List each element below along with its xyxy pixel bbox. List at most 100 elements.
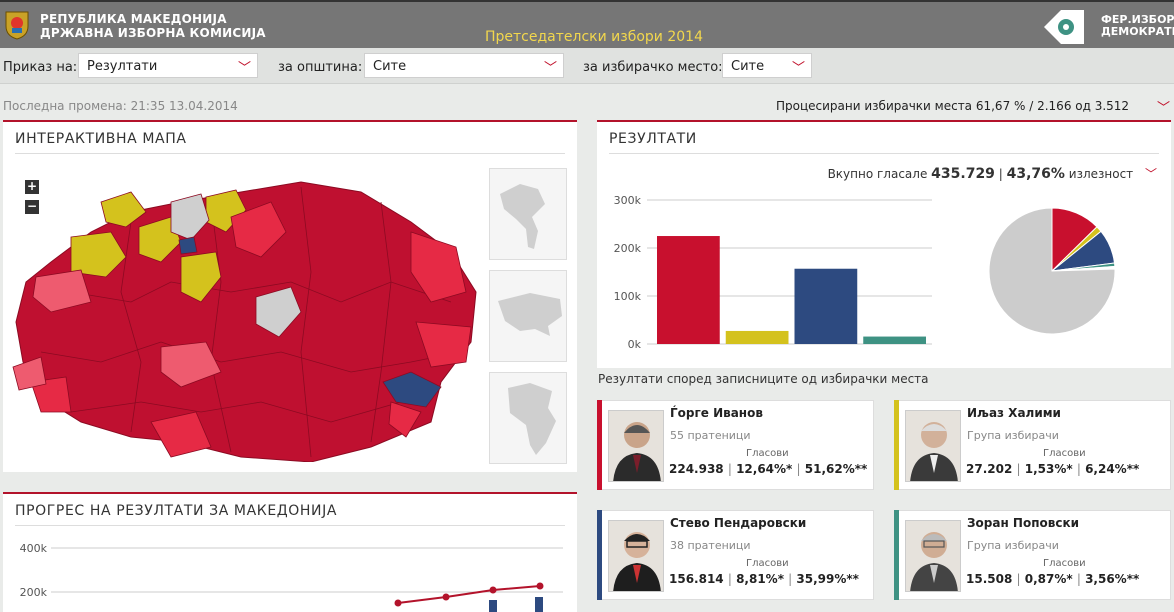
y-tick-label: 300k <box>614 194 642 207</box>
candidate-party: Група избирачи <box>967 539 1059 552</box>
chevron-down-icon[interactable]: ﹀ <box>1157 101 1171 116</box>
separator: | <box>727 572 732 586</box>
map-region-light-6 <box>388 401 422 438</box>
candidate-color-bar <box>597 400 602 490</box>
divider <box>15 525 565 526</box>
progress-panel-title: ПРОГРЕС НА РЕЗУЛТАТИ ЗА МАКЕДОНИЈА <box>15 503 338 519</box>
map-region-light-4 <box>150 411 212 458</box>
org-line1: РЕПУБЛИКА МАКЕДОНИЈА <box>40 12 227 26</box>
candidate-card[interactable]: Стево Пендаровски 38 пратеници Гласови 1… <box>597 510 874 600</box>
results-bar-chart: 0k 100k 200k 300k <box>614 194 932 351</box>
brand-text: ФЕР.ИЗБОР. ДЕМОКРАТИЈА. <box>1101 14 1174 38</box>
candidate-votes: 27.202 | 1,53%* | 6,24%** <box>966 462 1139 476</box>
bar[interactable] <box>657 236 720 344</box>
map-panel-title: ИНТЕРАКТИВНА МАПА <box>15 131 187 147</box>
votes-pct-registered: 12,64%* <box>736 462 793 476</box>
y-tick-label: 100k <box>614 290 642 303</box>
candidate-name: Ѓорге Иванов <box>670 406 763 420</box>
chevron-down-icon: ﹀ <box>791 61 805 76</box>
municipality-map[interactable] <box>11 162 485 462</box>
candidate-color-bar <box>894 510 899 600</box>
map-panel: ИНТЕРАКТИВНА МАПА + − <box>3 120 577 472</box>
progress-line-chart: 400k 200k <box>20 542 563 612</box>
turnout-summary: Вкупно гласале 435.729 | 43,76% излезнос… <box>828 165 1157 182</box>
municipality-select[interactable]: Сите ﹀ <box>364 53 564 78</box>
candidates-heading: Резултати според записниците од избирачк… <box>598 372 929 386</box>
votes-count: 27.202 <box>966 462 1013 476</box>
zoom-out-button[interactable]: − <box>25 199 39 214</box>
y-tick-label: 200k <box>20 586 48 599</box>
americas-icon <box>500 184 545 249</box>
zoom-in-button[interactable]: + <box>25 179 39 194</box>
results-panel-title: РЕЗУЛТАТИ <box>609 131 697 147</box>
brand-line2: ДЕМОКРАТИЈА. <box>1101 25 1174 38</box>
candidate-party: 38 пратеници <box>670 539 751 552</box>
votes-count: 156.814 <box>669 572 724 586</box>
chevron-down-icon: ﹀ <box>543 61 557 76</box>
votes-count: 15.508 <box>966 572 1013 586</box>
polling-select[interactable]: Сите ﹀ <box>722 53 812 78</box>
bar[interactable] <box>794 268 858 344</box>
africa-icon <box>508 383 556 455</box>
globe-africa-button[interactable] <box>489 372 567 464</box>
results-pie-chart <box>988 207 1116 335</box>
progress-point[interactable] <box>442 593 450 601</box>
map-region-light-5 <box>30 376 72 413</box>
progress-point[interactable] <box>394 599 402 607</box>
candidate-votes: 224.938 | 12,64%* | 51,62%** <box>669 462 867 476</box>
bar[interactable] <box>725 330 789 344</box>
candidate-name: Иљаз Халими <box>967 406 1061 420</box>
org-line2: ДРЖАВНА ИЗБОРНА КОМИСИЈА <box>40 26 266 40</box>
votes-label: Гласови <box>1043 558 1086 569</box>
brand-logo[interactable] <box>1044 10 1172 44</box>
votes-pct-cast: 6,24%** <box>1085 462 1140 476</box>
turnout-separator: | <box>998 167 1003 181</box>
asia-icon <box>498 293 562 336</box>
globe-asia-button[interactable] <box>489 270 567 362</box>
map-region-salmon-2 <box>160 341 222 388</box>
results-panel: РЕЗУЛТАТИ Вкупно гласале 435.729 | 43,76… <box>597 120 1171 368</box>
candidate-photo <box>608 520 664 592</box>
view-select[interactable]: Резултати ﹀ <box>78 53 258 78</box>
state-emblem-icon <box>5 11 29 40</box>
map-region-light-1 <box>230 201 287 258</box>
y-tick-label: 200k <box>614 242 642 255</box>
header-bar: РЕПУБЛИКА МАКЕДОНИЈА ДРЖАВНА ИЗБОРНА КОМ… <box>0 0 1174 48</box>
votes-pct-cast: 51,62%** <box>804 462 868 476</box>
votes-count: 224.938 <box>669 462 724 476</box>
candidate-card[interactable]: Иљаз Халими Група избирачи Гласови 27.20… <box>894 400 1171 490</box>
map-region-light-2 <box>410 231 467 303</box>
map-region-grey-2 <box>255 286 302 338</box>
candidate-party: 55 пратеници <box>670 429 751 442</box>
candidate-card[interactable]: Зоран Поповски Група избирачи Гласови 15… <box>894 510 1171 600</box>
org-name: РЕПУБЛИКА МАКЕДОНИЈА ДРЖАВНА ИЗБОРНА КОМ… <box>40 12 266 40</box>
votes-label: Гласови <box>1043 448 1086 459</box>
votes-pct-registered: 0,87%* <box>1024 572 1073 586</box>
turnout-percent: 43,76% <box>1006 166 1065 182</box>
pie-slice[interactable] <box>988 207 1116 335</box>
polling-select-value: Сите <box>731 59 765 74</box>
progress-bar <box>489 600 497 612</box>
y-tick-label: 0k <box>628 338 642 351</box>
separator: | <box>788 572 793 586</box>
progress-point[interactable] <box>489 586 497 594</box>
map-region-blue-2 <box>382 371 442 408</box>
candidate-card[interactable]: Ѓорге Иванов 55 пратеници Гласови 224.93… <box>597 400 874 490</box>
page-title: Претседателски избори 2014 <box>485 29 703 45</box>
map-region-yellow-3 <box>138 216 182 263</box>
separator: | <box>727 462 732 476</box>
candidate-photo <box>608 410 664 482</box>
brand-line1: ФЕР.ИЗБОР. <box>1101 13 1174 26</box>
candidate-party: Група избирачи <box>967 429 1059 442</box>
municipality-label: за општина: <box>278 60 363 75</box>
votes-pct-cast: 35,99%** <box>796 572 859 586</box>
map-region-blue-1 <box>178 236 198 255</box>
bar[interactable] <box>863 336 926 344</box>
votes-pct-registered: 1,53%* <box>1024 462 1073 476</box>
progress-point[interactable] <box>536 582 544 590</box>
votes-label: Гласови <box>746 448 789 459</box>
filter-bar: Приказ на: Резултати ﹀ за општина: Сите … <box>0 48 1174 84</box>
chevron-down-icon[interactable]: ﹀ <box>1144 167 1157 181</box>
view-select-value: Резултати <box>87 59 158 74</box>
globe-americas-button[interactable] <box>489 168 567 260</box>
